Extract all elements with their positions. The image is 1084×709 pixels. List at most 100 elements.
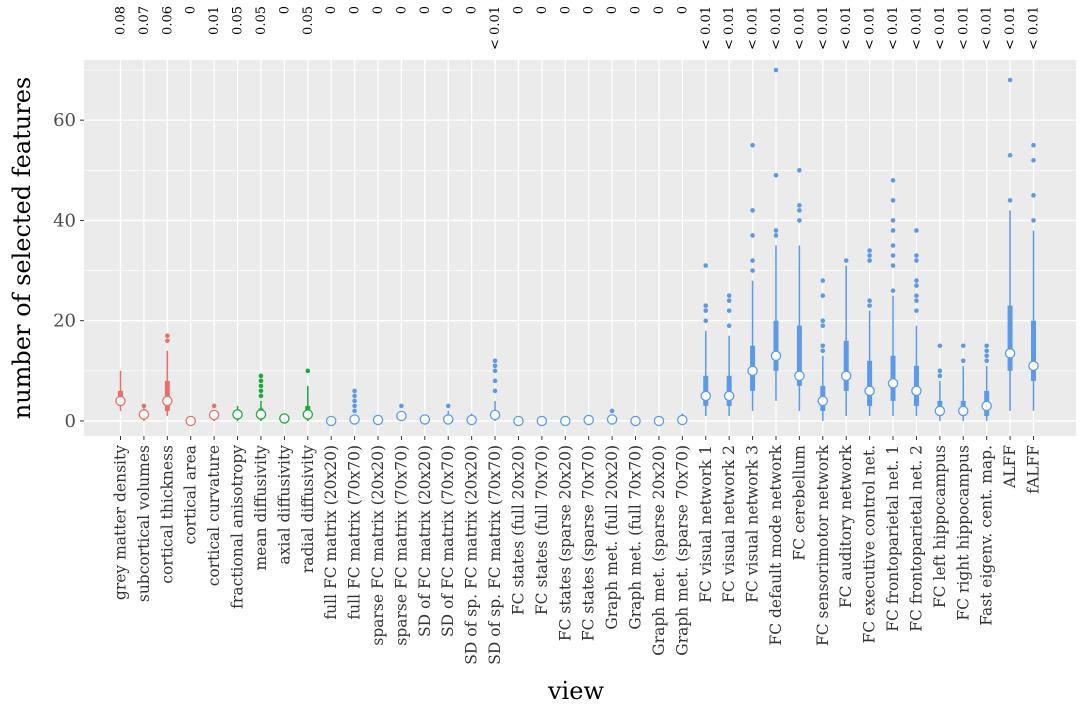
y-tick-label: 40 [53, 210, 76, 231]
p-value-label: 0 [324, 6, 339, 14]
median-point [583, 414, 594, 426]
median-point [677, 414, 688, 426]
x-tick-label: FC auditory network [837, 444, 855, 608]
outlier-point [399, 403, 404, 409]
median-point [747, 365, 758, 377]
outlier-point [797, 203, 802, 208]
outlier-point [914, 283, 919, 288]
p-value-label: 0.05 [301, 6, 316, 35]
outlier-point [867, 258, 872, 263]
x-tick-label: fractional anisotropy [229, 445, 247, 609]
outlier-point [914, 253, 919, 258]
median-point [1004, 348, 1016, 359]
x-tick-label: FC default mode network [767, 444, 785, 645]
median-point [630, 415, 641, 427]
outlier-point [914, 258, 919, 263]
boxplot-item [864, 248, 875, 416]
outlier-point [890, 288, 896, 293]
p-value-label: 0 [465, 6, 480, 14]
outlier-point [726, 323, 732, 329]
x-tick-label: FC cerebellum [790, 445, 808, 561]
x-tick-label: fALFF [1024, 445, 1042, 494]
p-value-label: < 0.01 [956, 6, 971, 50]
outlier-point [867, 303, 872, 308]
outlier-point [258, 388, 264, 394]
boxplot-item [817, 278, 829, 421]
x-tick-label: Graph met. (full 70x70) [627, 445, 645, 630]
outlier-point [984, 358, 989, 364]
p-value-label: 0 [511, 6, 526, 14]
p-value-label: < 0.01 [746, 6, 761, 50]
x-tick-label: FC visual network 3 [744, 445, 762, 603]
iqr-box [843, 340, 849, 391]
x-tick-label: ALFF [1001, 445, 1019, 489]
outlier-point [750, 268, 755, 273]
outlier-point [726, 298, 732, 303]
x-tick-label: FC states (full 70x70) [533, 445, 551, 615]
p-value-label: 0.01 [207, 6, 222, 35]
outlier-point [1031, 193, 1036, 198]
x-tick-label: FC states (sparse 70x70) [580, 445, 598, 641]
boxplot-item [583, 414, 594, 426]
x-tick-label: grey matter density [112, 445, 130, 600]
outlier-point [352, 398, 357, 404]
median-point [723, 390, 735, 402]
outlier-point [1007, 77, 1013, 83]
p-value-label: < 0.01 [886, 6, 901, 50]
outlier-point [492, 368, 498, 374]
median-point [536, 415, 548, 427]
y-tick-label: 20 [53, 311, 76, 332]
boxplot-item [232, 405, 243, 421]
iqr-box [796, 325, 802, 386]
p-value-label: 0.06 [160, 6, 175, 35]
y-tick-label: 60 [53, 110, 76, 131]
outlier-point [165, 333, 170, 339]
x-tick-label: Graph met. (full 20x20) [603, 445, 621, 630]
boxplot-item [466, 413, 477, 426]
boxplot-item [958, 343, 969, 421]
outlier-point [492, 363, 498, 369]
outlier-point [960, 343, 966, 349]
outlier-point [867, 298, 872, 303]
boxplot-item [349, 388, 360, 425]
p-value-label: < 0.01 [488, 6, 503, 50]
p-value-label: 0.08 [114, 6, 129, 35]
outlier-point [258, 373, 264, 379]
x-tick-label: SD of FC matrix (20x20) [416, 445, 434, 637]
boxplot-item [513, 415, 524, 427]
median-point [958, 405, 969, 417]
x-tick-label: cortical curvature [205, 445, 223, 586]
boxplot-item [934, 343, 946, 421]
outlier-point [305, 368, 311, 374]
p-value-label: 0 [675, 6, 690, 14]
boxplot-item [794, 167, 805, 411]
x-axis: grey matter density subcortical volumes co… [112, 436, 1042, 665]
p-value-label: < 0.01 [1003, 6, 1018, 50]
median-point [887, 378, 899, 389]
outlier-point [914, 308, 919, 313]
outlier-point [141, 403, 147, 409]
median-point [840, 370, 852, 382]
boxplot-item [560, 415, 571, 427]
boxplot-item [255, 373, 267, 421]
outlier-point [820, 278, 826, 283]
outlier-point [703, 263, 709, 268]
outlier-point [492, 358, 498, 364]
p-value-label: < 0.01 [699, 6, 714, 50]
x-tick-label: SD of sp. FC matrix (70x70) [486, 445, 504, 665]
outlier-point [797, 208, 802, 213]
x-tick-label: mean diffusivity [252, 445, 270, 571]
median-point [396, 410, 407, 422]
boxplot-item [185, 415, 196, 427]
x-tick-label: Fast eigenv. cent. map. [978, 445, 996, 626]
boxplot-item [396, 403, 407, 422]
median-point [653, 415, 665, 427]
boxplot-item [653, 415, 665, 427]
outlier-point [843, 258, 849, 263]
p-value-label: < 0.01 [769, 6, 784, 50]
outlier-point [492, 388, 498, 394]
median-point [489, 409, 501, 421]
p-value-label: < 0.01 [816, 6, 831, 50]
outlier-point [750, 142, 755, 148]
outlier-point [937, 373, 943, 379]
